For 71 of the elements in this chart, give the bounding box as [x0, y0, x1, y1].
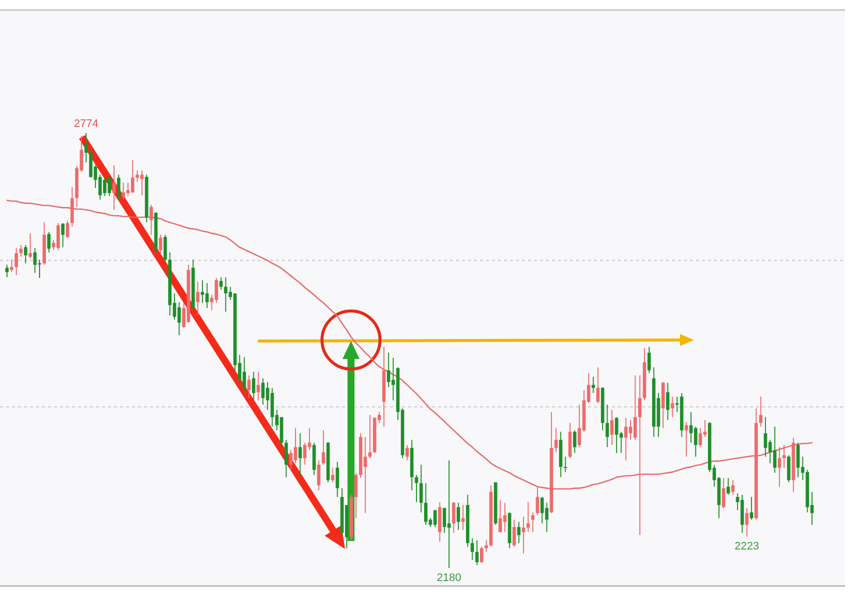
candlestick [442, 507, 446, 534]
annotation: 2223 [734, 540, 760, 553]
candlestick [531, 512, 534, 533]
candlestick [578, 404, 582, 448]
candlestick [624, 417, 628, 461]
candlestick [433, 510, 437, 528]
candlestick [284, 439, 288, 478]
annotation: 2180 [436, 572, 462, 584]
candlestick [205, 282, 209, 309]
candlestick [196, 281, 200, 316]
candlestick [66, 220, 70, 238]
candlestick [336, 461, 340, 498]
candlestick [150, 204, 153, 236]
candlestick [177, 302, 181, 336]
candlestick [117, 174, 120, 200]
candlestick [331, 467, 334, 483]
candlestick [592, 376, 595, 394]
candlestick [14, 247, 18, 276]
candlestick [782, 444, 786, 468]
candlestick [596, 366, 600, 404]
candlestick [670, 396, 674, 418]
candlestick [470, 537, 474, 560]
candlestick [317, 460, 320, 491]
candlestick [406, 444, 409, 461]
candlestick [484, 540, 488, 552]
candlestick [219, 276, 223, 290]
candlestick [158, 234, 162, 254]
candlestick [647, 346, 651, 374]
candlestick [456, 502, 460, 530]
candlestick [666, 382, 670, 421]
candlestick [419, 464, 423, 513]
candlestick [731, 480, 735, 496]
candlestick [573, 430, 576, 454]
candlestick [256, 371, 260, 401]
candlestick [461, 504, 465, 530]
candlestick [694, 426, 698, 458]
candlestick [19, 244, 23, 258]
candlestick [122, 182, 126, 200]
candlestick [522, 516, 526, 554]
candlestick [526, 502, 530, 533]
candlestick [24, 244, 28, 264]
candlestick [787, 454, 790, 483]
candlestick [298, 432, 302, 476]
candlestick [480, 546, 484, 564]
candlestick [33, 247, 37, 274]
candlestick [10, 259, 14, 273]
candlestick [452, 502, 456, 534]
candlestick [130, 160, 134, 194]
candlestick [38, 259, 42, 278]
candlestick [47, 231, 51, 253]
candlestick [759, 396, 762, 428]
candlestick [164, 234, 167, 264]
candlestick [606, 404, 609, 448]
candlestick [722, 477, 726, 508]
candlestick [512, 519, 516, 548]
candlestick [684, 422, 688, 458]
candlestick [28, 232, 32, 259]
annotation: 2774 [74, 118, 98, 130]
candlestick [517, 521, 521, 544]
candlestick [289, 450, 293, 470]
candlestick [610, 409, 614, 446]
candlestick [5, 264, 9, 278]
candlestick [354, 472, 358, 519]
candlestick [252, 371, 256, 401]
candlestick [564, 456, 568, 473]
candlestick [414, 474, 418, 503]
candlestick [61, 222, 65, 248]
candlestick [322, 430, 326, 466]
candlestick [726, 477, 730, 496]
candlestick [554, 428, 558, 453]
candlestick [745, 507, 749, 538]
